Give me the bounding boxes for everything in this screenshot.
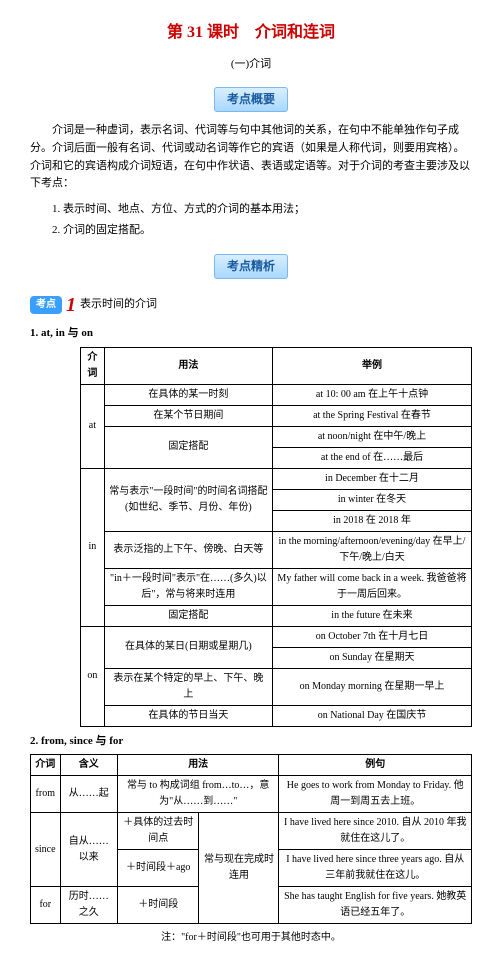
td: in 2018 在 2018 年 [272, 510, 471, 531]
table-from-since-for: 介词 含义 用法 例句 from 从……起 常与 to 构成词组 from…to… [30, 754, 472, 924]
td: at the Spring Festival 在春节 [272, 405, 471, 426]
td: in December 在十二月 [272, 468, 471, 489]
td: 历时……之久 [60, 887, 117, 924]
td: ＋时间段 [117, 887, 199, 924]
sub-heading-2: 2. from, since 与 for [30, 733, 472, 751]
th: 用法 [117, 755, 278, 776]
td: on October 7th 在十月七日 [272, 626, 471, 647]
section-header-gaiyao: 考点概要 [30, 87, 472, 112]
td: 在具体的某日(日期或星期几) [104, 626, 272, 668]
td: in the future 在未来 [272, 605, 471, 626]
intro-paragraph: 介词是一种虚词，表示名词、代词等与句中其他词的关系，在句中不能单独作句子成分。介… [30, 122, 472, 192]
td: 固定搭配 [104, 426, 272, 468]
td: My father will come back in a week. 我爸爸将… [272, 568, 471, 605]
th: 举例 [272, 347, 471, 384]
td: in winter 在冬天 [272, 489, 471, 510]
td: He goes to work from Monday to Friday. 他… [279, 776, 472, 813]
subtitle: (一)介词 [30, 56, 472, 74]
td: 在某个节日期间 [104, 405, 272, 426]
td: I have lived here since 2010. 自从 2010 年我… [279, 813, 472, 850]
td: 表示在某个特定的早上、下午、晚上 [104, 668, 272, 705]
td: on National Day 在国庆节 [272, 705, 471, 726]
td: She has taught English for five years. 她… [279, 887, 472, 924]
td: at noon/night 在中午/晚上 [272, 426, 471, 447]
td: 常与表示"一段时间"的时间名词搭配(如世纪、季节、月份、年份) [104, 468, 272, 531]
td: 固定搭配 [104, 605, 272, 626]
td: 表示泛指的上下午、傍晚、白天等 [104, 531, 272, 568]
td: in the morning/afternoon/evening/day 在早上… [272, 531, 471, 568]
th: 含义 [60, 755, 117, 776]
footnote: 注："for＋时间段"也可用于其他时态中。 [30, 930, 472, 946]
td: on Monday morning 在星期一早上 [272, 668, 471, 705]
th: 介词 [81, 347, 105, 384]
td: "in＋一段时间"表示"在……(多久)以后"，常与将来时连用 [104, 568, 272, 605]
kaodian-pill: 考点 [30, 296, 62, 314]
section-header-jingxi: 考点精析 [30, 254, 472, 279]
td: I have lived here since three years ago.… [279, 850, 472, 887]
td: 从……起 [60, 776, 117, 813]
td: at the end of 在……最后 [272, 447, 471, 468]
th: 用法 [104, 347, 272, 384]
page-title: 第 31 课时 介词和连词 [30, 20, 472, 46]
sub-heading-1: 1. at, in 与 on [30, 325, 472, 343]
list-item-2: 2. 介词的固定搭配。 [52, 222, 472, 240]
kaodian-number: 1 [66, 289, 76, 321]
td: for [31, 887, 61, 924]
td: at [81, 384, 105, 468]
kaodian-heading: 考点 1 表示时间的介词 [30, 289, 472, 321]
td: 常与 to 构成词组 from…to…，意为"从……到……" [117, 776, 278, 813]
list-item-1: 1. 表示时间、地点、方位、方式的介词的基本用法； [52, 201, 472, 219]
td: ＋时间段＋ago [117, 850, 199, 887]
th: 介词 [31, 755, 61, 776]
td: on [81, 626, 105, 726]
table-at-in-on: 介词 用法 举例 at 在具体的某一时刻 at 10: 00 am 在上午十点钟… [80, 347, 472, 727]
td: 在具体的某一时刻 [104, 384, 272, 405]
td: 常与现在完成时连用 [199, 813, 279, 924]
section-label: 考点精析 [214, 254, 288, 279]
td: on Sunday 在星期天 [272, 647, 471, 668]
kaodian-text: 表示时间的介词 [80, 296, 157, 314]
td: 自从……以来 [60, 813, 117, 887]
td: at 10: 00 am 在上午十点钟 [272, 384, 471, 405]
td: 在具体的节日当天 [104, 705, 272, 726]
td: since [31, 813, 61, 887]
td: in [81, 468, 105, 626]
td: ＋具体的过去时间点 [117, 813, 199, 850]
section-label: 考点概要 [214, 87, 288, 112]
td: from [31, 776, 61, 813]
th: 例句 [279, 755, 472, 776]
